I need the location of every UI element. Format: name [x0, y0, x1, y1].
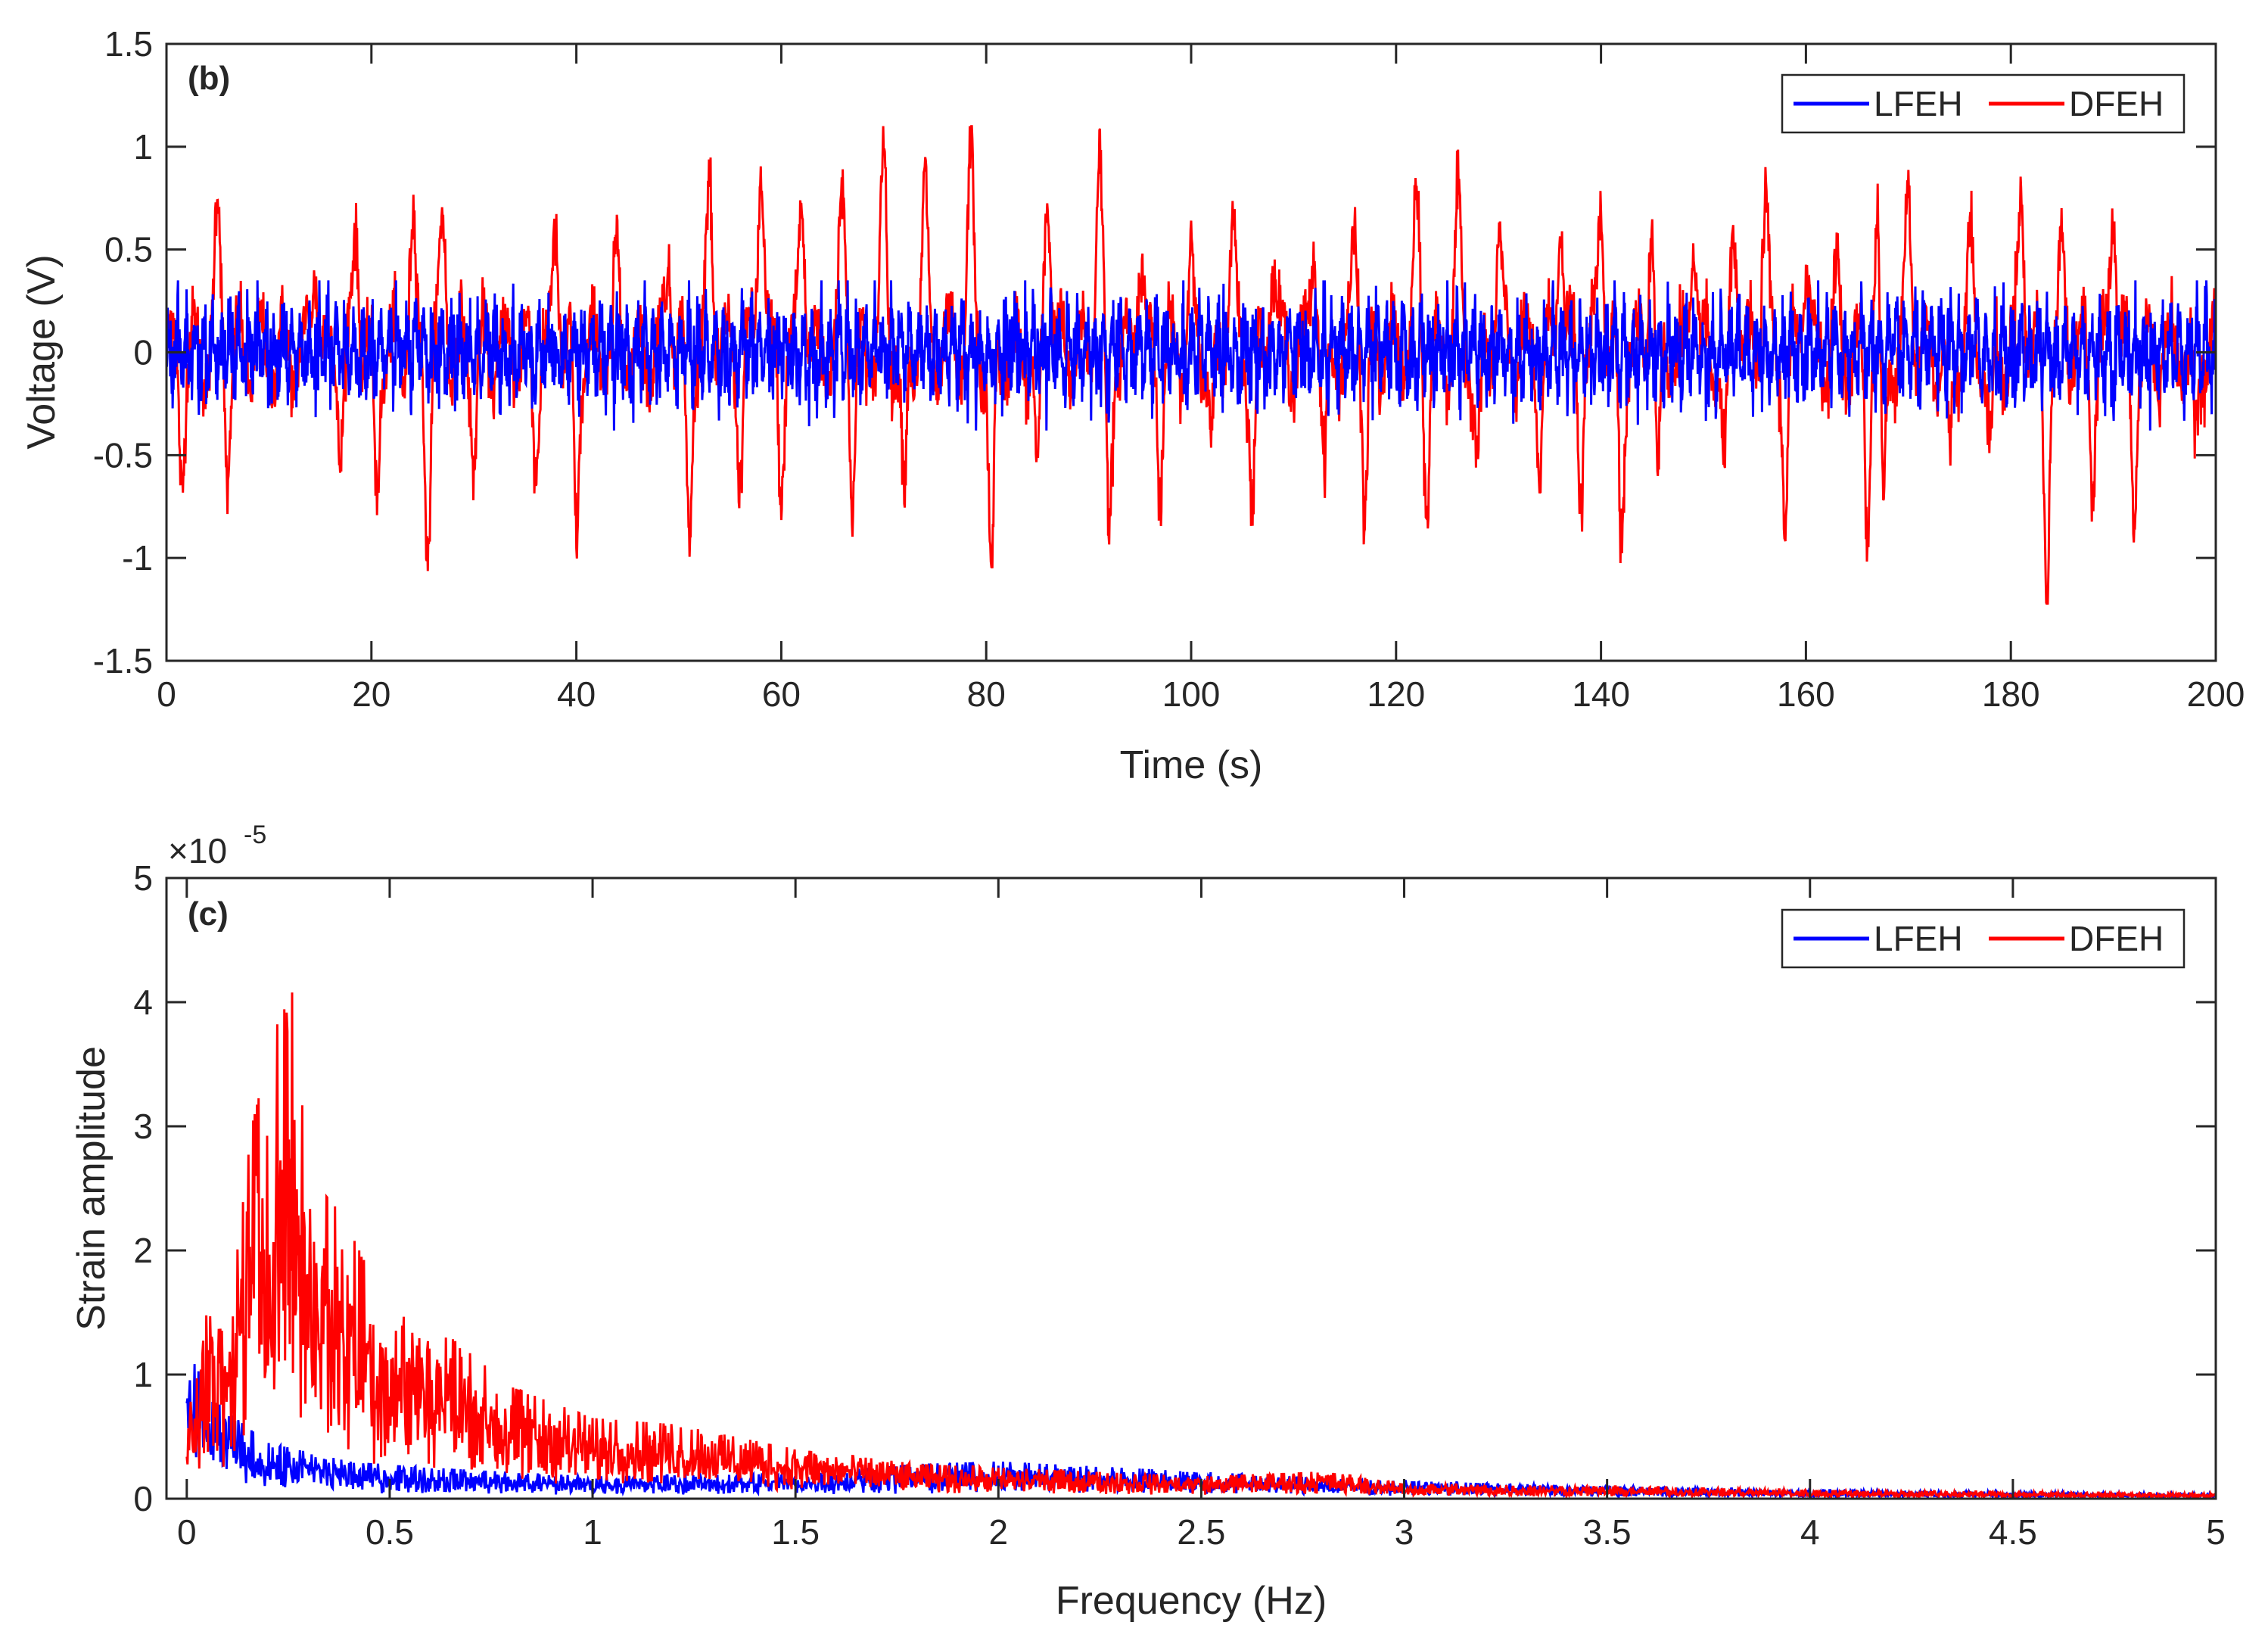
legend-b-lfeh-label: LFEH	[1874, 84, 1963, 123]
x-tick-label: 4.5	[1989, 1512, 2037, 1552]
legend-b-dfeh-label: DFEH	[2069, 84, 2164, 123]
legend-c-dfeh-label: DFEH	[2069, 919, 2164, 958]
x-tick-label: 100	[1162, 674, 1221, 714]
x-tick-label: 40	[557, 674, 596, 714]
dfeh-voltage-line	[166, 125, 2216, 605]
y-tick-label: 1	[133, 1355, 153, 1394]
y-tick-label: 0	[133, 1479, 153, 1518]
y-tick-label: 2	[133, 1231, 153, 1270]
y-tick-label: -1	[122, 538, 153, 578]
y-tick-label: -0.5	[93, 435, 153, 475]
x-tick-label: 1	[583, 1512, 602, 1552]
voltage-series-group	[166, 125, 2216, 605]
y-tick-label: 3	[133, 1107, 153, 1146]
lfeh-voltage-line	[166, 280, 2216, 431]
y-axis-label-voltage: Voltage (V)	[20, 254, 64, 449]
x-tick-label: 80	[967, 674, 1006, 714]
x-tick-label: 4	[1800, 1512, 1820, 1552]
x-tick-label: 5	[2206, 1512, 2226, 1552]
y-exponent-power: -5	[244, 820, 266, 849]
legend-c-lfeh-label: LFEH	[1874, 919, 1963, 958]
y-tick-label: -1.5	[93, 641, 153, 680]
x-tick-label: 2.5	[1177, 1512, 1225, 1552]
x-tick-label: 180	[1982, 674, 2040, 714]
x-tick-label: 3	[1395, 1512, 1414, 1552]
x-tick-label: 1.5	[771, 1512, 820, 1552]
x-tick-label: 3.5	[1583, 1512, 1632, 1552]
x-tick-label: 160	[1777, 674, 1835, 714]
y-axis-label-strain: Strain amplitude	[70, 1046, 114, 1331]
x-tick-label: 0	[177, 1512, 197, 1552]
legend-c: LFEH DFEH	[1781, 908, 2186, 969]
strain-axes-box	[165, 877, 2217, 1500]
y-tick-label: 4	[133, 982, 153, 1022]
x-tick-label: 120	[1367, 674, 1425, 714]
y-tick-label: 1.5	[104, 24, 153, 64]
panel-label-c: (c)	[188, 895, 229, 933]
x-axis-label-frequency: Frequency (Hz)	[1056, 1579, 1327, 1623]
y-exponent-prefix: ×10	[168, 831, 227, 870]
x-axis-label-time: Time (s)	[1120, 743, 1263, 787]
voltage-time-plot: 0 20 40 60 80 100 120 140 160 180 200 1.5 1 0.5 0 -0.5 -…	[20, 24, 2245, 787]
x-tick-label: 0.5	[366, 1512, 414, 1552]
y-tick-label: 0.5	[104, 230, 153, 269]
legend-b: LFEH DFEH	[1781, 73, 2186, 134]
y-tick-label: 0	[133, 333, 153, 372]
y-tick-label: 1	[133, 127, 153, 167]
strain-frequency-plot: 0 0.5 1 1.5 2 2.5 3 3.5 4 4.5 5 5 4 3 2 1 0 (c) Frequenc…	[70, 820, 2226, 1623]
panel-label-b: (b)	[188, 60, 230, 97]
x-tick-label: 20	[352, 674, 390, 714]
x-tick-label: 200	[2187, 674, 2245, 714]
voltage-ticks-group: 0 20 40 60 80 100 120 140 160 180 200 1.5 1 0.5 0 -0.5 -…	[93, 24, 2245, 714]
x-tick-label: 140	[1572, 674, 1630, 714]
x-tick-label: 60	[762, 674, 801, 714]
x-tick-label: 0	[157, 674, 176, 714]
strain-ticks-group: 0 0.5 1 1.5 2 2.5 3 3.5 4 4.5 5 5 4 3 2 1 0	[133, 858, 2225, 1552]
strain-plot-area	[166, 878, 2216, 1499]
y-tick-label: 5	[133, 858, 153, 898]
x-tick-label: 2	[988, 1512, 1008, 1552]
